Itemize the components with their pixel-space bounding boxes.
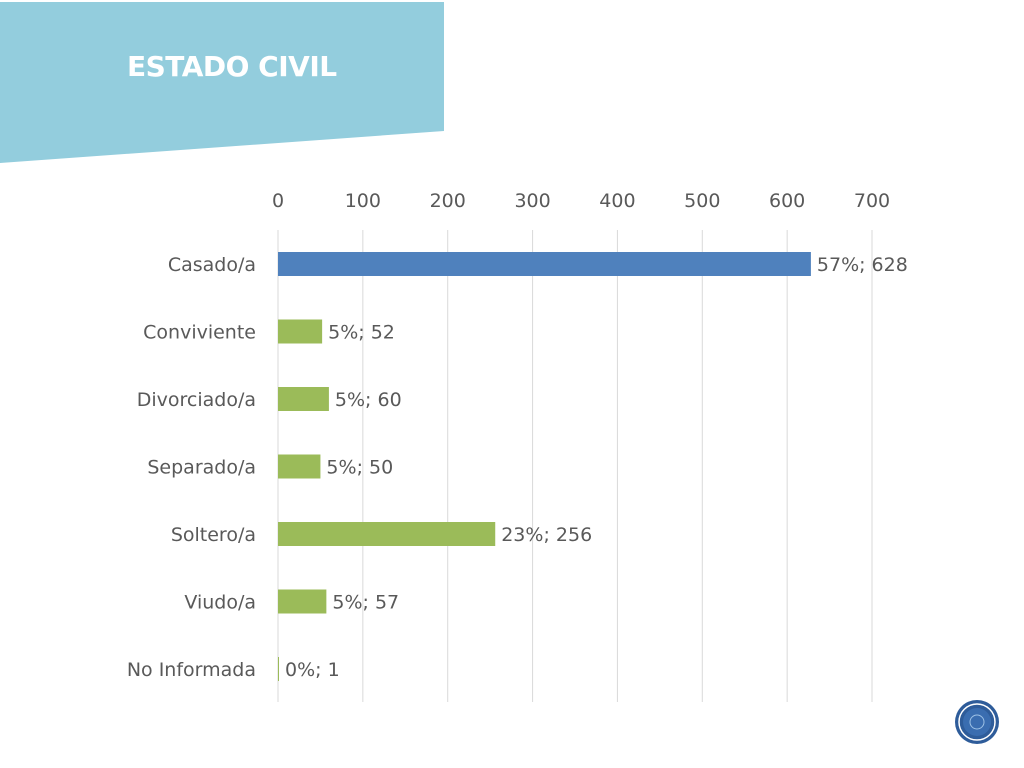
data-label: 57%; 628 (817, 254, 908, 276)
bar (278, 522, 496, 546)
category-labels: Casado/a Conviviente Divorciado/a Separado/… (127, 254, 256, 681)
data-label: 5%; 60 (335, 389, 402, 411)
data-label: 23%; 256 (501, 524, 592, 546)
category-label: Divorciado/a (137, 389, 256, 411)
x-axis-ticks: 0 100 200 300 400 500 600 700 (272, 190, 890, 212)
bar (278, 589, 327, 614)
x-tick-label: 500 (684, 190, 720, 212)
category-label: Soltero/a (171, 524, 256, 546)
circular-seal-icon (955, 700, 999, 744)
x-tick-label: 400 (599, 190, 635, 212)
x-tick-label: 700 (854, 190, 890, 212)
bar (278, 454, 321, 479)
x-tick-label: 200 (430, 190, 466, 212)
data-label: 0%; 1 (285, 659, 340, 681)
x-tick-label: 0 (272, 190, 284, 212)
bars (278, 252, 811, 681)
bar (278, 657, 279, 681)
category-label: Casado/a (168, 254, 256, 276)
x-tick-label: 100 (345, 190, 381, 212)
slide-title: ESTADO CIVIL (127, 50, 337, 83)
bar (278, 252, 811, 276)
category-label: No Informada (127, 659, 256, 681)
x-tick-label: 600 (769, 190, 805, 212)
category-label: Separado/a (147, 457, 256, 479)
title-banner-shape (0, 2, 444, 163)
data-label: 5%; 50 (326, 457, 393, 479)
category-label: Viudo/a (184, 592, 256, 614)
data-labels: 57%; 628 5%; 52 5%; 60 5%; 50 23%; 256 5%; 57… (285, 254, 908, 681)
data-label: 5%; 57 (332, 592, 399, 614)
bar (278, 319, 323, 344)
data-label: 5%; 52 (328, 322, 395, 344)
x-tick-label: 300 (514, 190, 550, 212)
bar (278, 387, 329, 411)
title-banner (0, 2, 444, 163)
category-label: Conviviente (143, 322, 256, 344)
